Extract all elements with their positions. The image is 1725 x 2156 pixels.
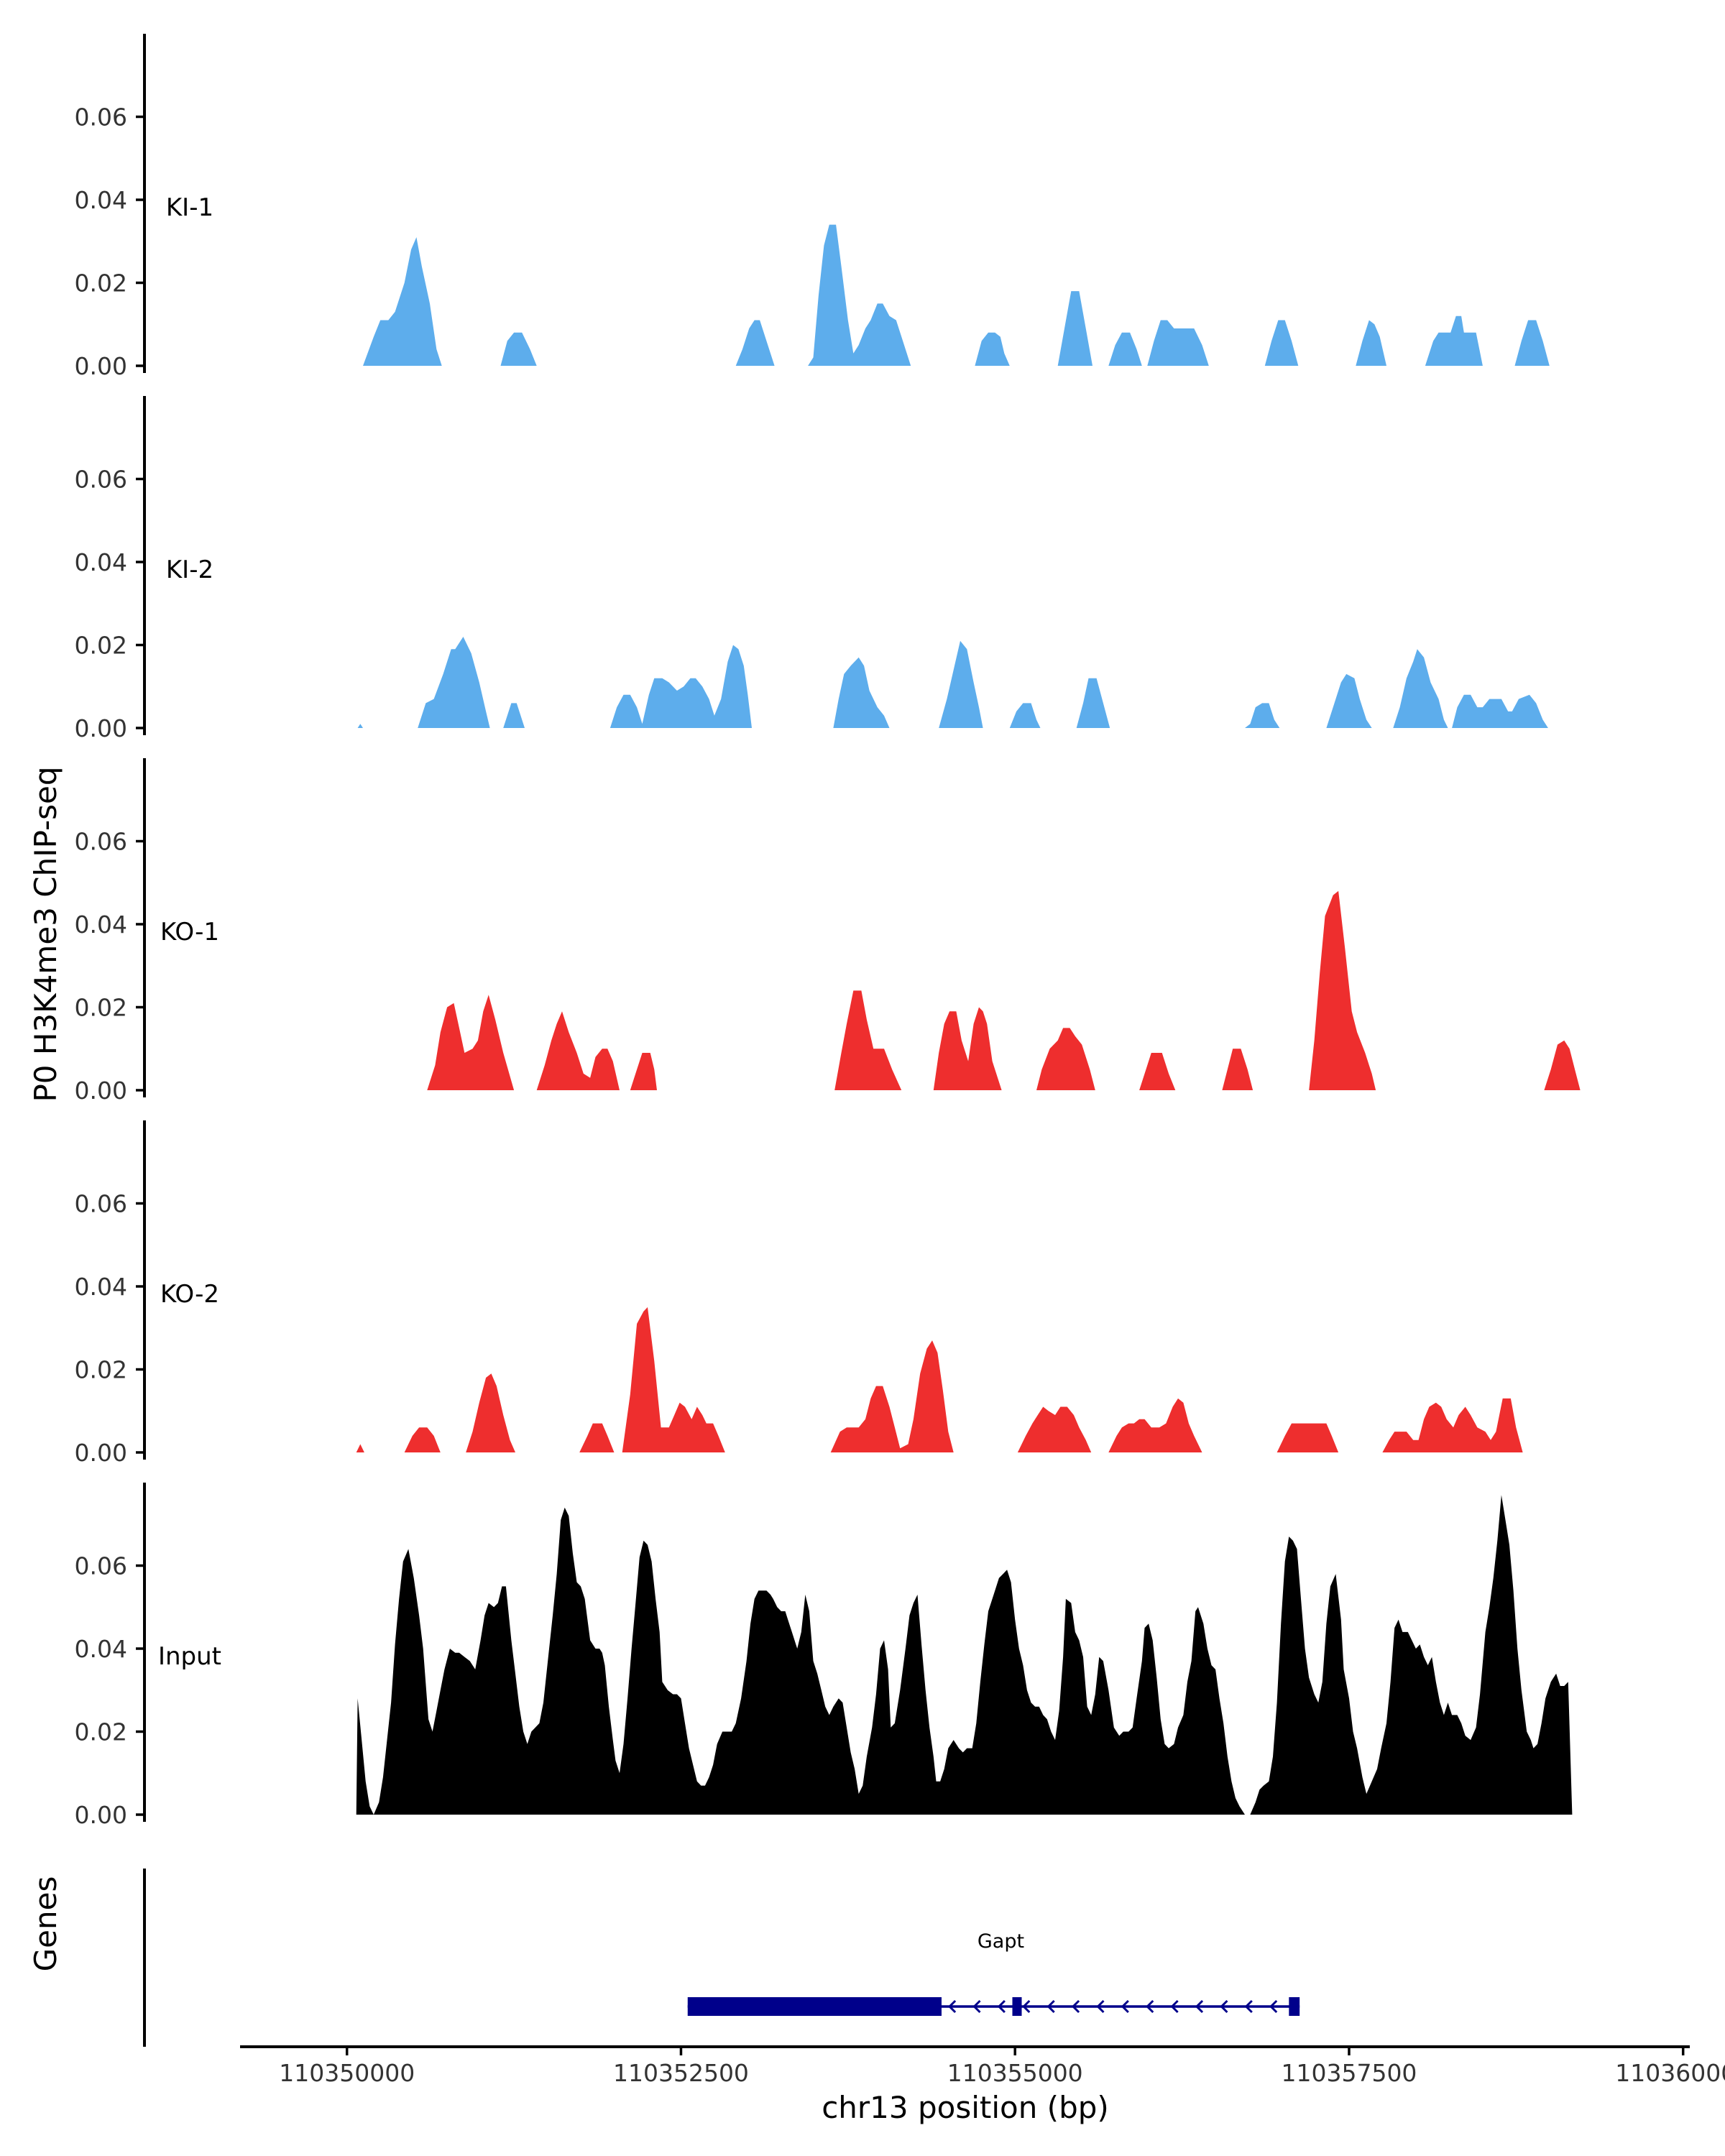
y-tick-label: 0.06 [75,103,127,132]
y-tick-label: 0.02 [75,632,127,660]
track-ki-1: 0.00 0.02 0.04 0.06 KI-1 [75,34,1550,380]
y-tick-label: 0.00 [75,1077,127,1105]
y-tick-label: 0.04 [75,548,127,576]
x-tick-label: 110357500 [1281,2059,1417,2087]
coverage-area-input [356,1495,1573,1815]
genes-axis-title: Genes [28,1876,63,1972]
strand-chevron [1220,1999,1228,2014]
y-tick-label: 0.00 [75,1439,127,1467]
track-ko-2: 0.00 0.02 0.04 0.06 KO-2 [75,1120,1523,1467]
strand-chevron [1046,1999,1055,2014]
track-ki-2: 0.00 0.02 0.04 0.06 KI-2 [75,396,1548,742]
strand-chevron [1146,1999,1154,2014]
y-tick-label: 0.00 [75,1801,127,1829]
x-tick-label: 110352500 [613,2059,749,2087]
gene-exon [687,1997,942,2016]
y-tick-label: 0.06 [75,1552,127,1580]
y-tick-label: 0.04 [75,1635,127,1663]
coverage-area-ko-1 [427,890,1581,1090]
strand-chevron [1071,1999,1080,2014]
y-tick-label: 0.02 [75,1718,127,1746]
track-label: KO-1 [160,918,219,946]
y-tick-label: 0.02 [75,270,127,298]
coverage-area-ko-2 [356,1307,1523,1452]
track-label: Input [158,1642,221,1671]
strand-chevron [1170,1999,1179,2014]
genes-track: Gapt [143,1869,1300,2047]
strand-chevron [997,1999,1006,2014]
x-tick-label: 110360000 [1615,2059,1725,2087]
gene-exon [1289,1997,1300,2016]
y-tick-label: 0.04 [75,1273,127,1301]
x-tick-label: 110350000 [279,2059,415,2087]
track-input: 0.00 0.02 0.04 0.06 Input [75,1483,1573,1829]
y-tick-label: 0.06 [75,466,127,494]
coverage-area-ki-2 [357,637,1548,728]
strand-chevron [1195,1999,1204,2014]
gene-name-label: Gapt [978,1930,1024,1953]
track-label: KI-1 [166,193,213,222]
y-tick-label: 0.00 [75,714,127,742]
coverage-area-ki-1 [363,224,1550,366]
y-tick-label: 0.06 [75,828,127,856]
strand-chevron [1244,1999,1253,2014]
strand-chevron [1269,1999,1278,2014]
y-tick-label: 0.00 [75,352,127,380]
y-axis-title: P0 H3K4me3 ChIP-seq [28,766,63,1102]
y-tick-label: 0.02 [75,994,127,1022]
strand-chevron [1096,1999,1105,2014]
y-tick-label: 0.04 [75,186,127,214]
x-tick-label: 110355000 [947,2059,1083,2087]
x-axis: 110350000 110352500 110355000 110357500 1103… [240,2045,1725,2087]
strand-chevron [1022,1999,1031,2014]
track-label: KI-2 [166,556,213,584]
y-tick-label: 0.06 [75,1190,127,1218]
strand-chevron [948,1999,957,2014]
gene-exon [1012,1997,1022,2016]
track-label: KO-2 [160,1280,219,1309]
x-axis-title: chr13 position (bp) [822,2090,1109,2125]
y-tick-label: 0.04 [75,911,127,939]
strand-chevron [1121,1999,1129,2014]
track-ko-1: 0.00 0.02 0.04 0.06 KO-1 [75,758,1581,1105]
strand-chevron [972,1999,981,2014]
y-tick-label: 0.02 [75,1356,127,1384]
tracks: 0.00 0.02 0.04 0.06 KI-1 0.00 0.02 0.04 0.06 KI-2… [75,34,1581,1829]
